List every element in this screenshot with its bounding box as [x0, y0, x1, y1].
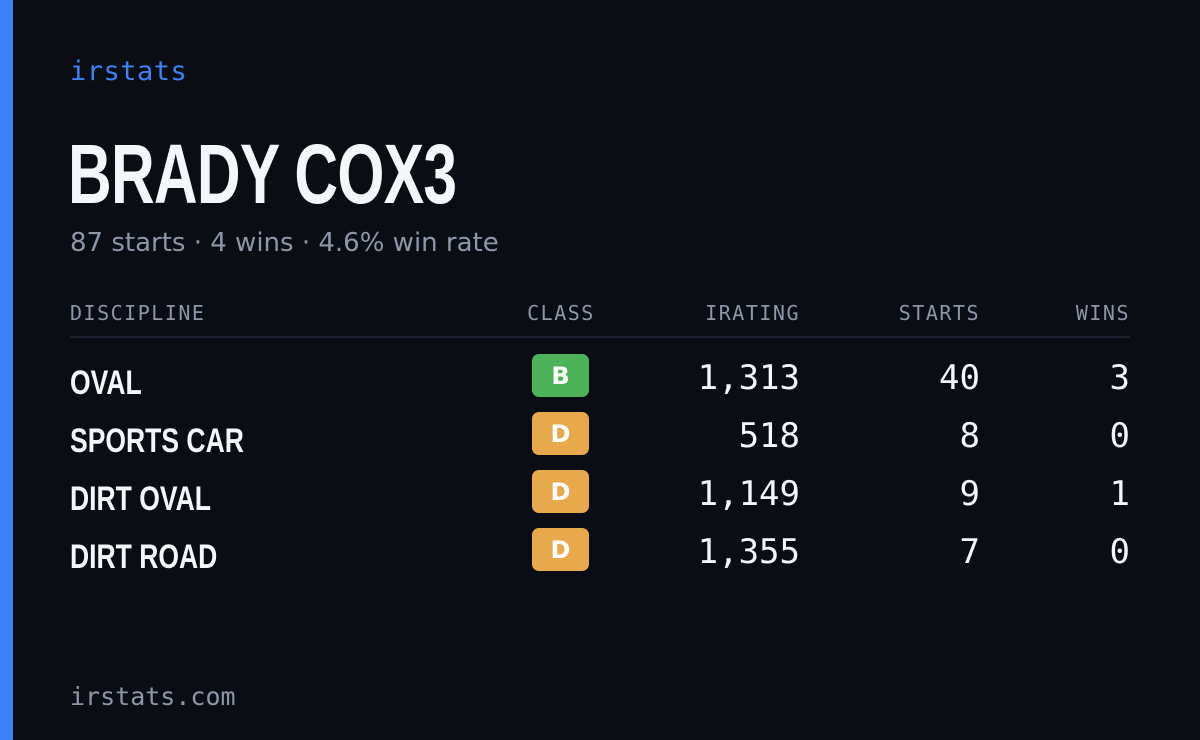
class-badge: D: [532, 470, 589, 513]
brand-logo-text[interactable]: irstats: [70, 56, 188, 87]
table-row: DIRT ROAD D 1,355 7 0: [70, 528, 1130, 586]
table-row: DIRT OVAL D 1,149 9 1: [70, 470, 1130, 528]
irating-value: 1,355: [697, 532, 800, 572]
discipline-name: DIRT OVAL: [70, 480, 211, 518]
starts-value: 8: [959, 416, 980, 456]
footer-site-link[interactable]: irstats.com: [70, 682, 236, 711]
starts-value: 40: [939, 358, 980, 398]
header-wins: WINS: [1075, 301, 1130, 325]
header-irating: IRATING: [705, 301, 800, 325]
table-header: DISCIPLINE CLASS IRATING STARTS WINS: [70, 298, 1130, 338]
starts-value: 9: [959, 474, 980, 514]
discipline-name: OVAL: [70, 364, 142, 402]
discipline-name: DIRT ROAD: [70, 538, 218, 576]
driver-name: BRADY COX3: [68, 127, 457, 221]
wins-value: 0: [1109, 416, 1130, 456]
driver-summary: 87 starts · 4 wins · 4.6% win rate: [70, 228, 499, 258]
discipline-name: SPORTS CAR: [70, 422, 244, 460]
wins-value: 0: [1109, 532, 1130, 572]
irating-value: 518: [738, 416, 800, 456]
class-badge: D: [532, 412, 589, 455]
stats-table: DISCIPLINE CLASS IRATING STARTS WINS OVA…: [70, 298, 1130, 586]
table-row: SPORTS CAR D 518 8 0: [70, 412, 1130, 470]
wins-value: 3: [1109, 358, 1130, 398]
class-badge: D: [532, 528, 589, 571]
accent-bar: [0, 0, 13, 740]
table-row: OVAL B 1,313 40 3: [70, 354, 1130, 412]
header-starts: STARTS: [898, 301, 980, 325]
irating-value: 1,149: [697, 474, 800, 514]
wins-value: 1: [1109, 474, 1130, 514]
header-class: CLASS: [527, 301, 595, 325]
irating-value: 1,313: [697, 358, 800, 398]
starts-value: 7: [959, 532, 980, 572]
header-discipline: DISCIPLINE: [70, 301, 206, 325]
table-body: OVAL B 1,313 40 3 SPORTS CAR D 518 8 0 D…: [70, 338, 1130, 586]
class-badge: B: [532, 354, 589, 397]
